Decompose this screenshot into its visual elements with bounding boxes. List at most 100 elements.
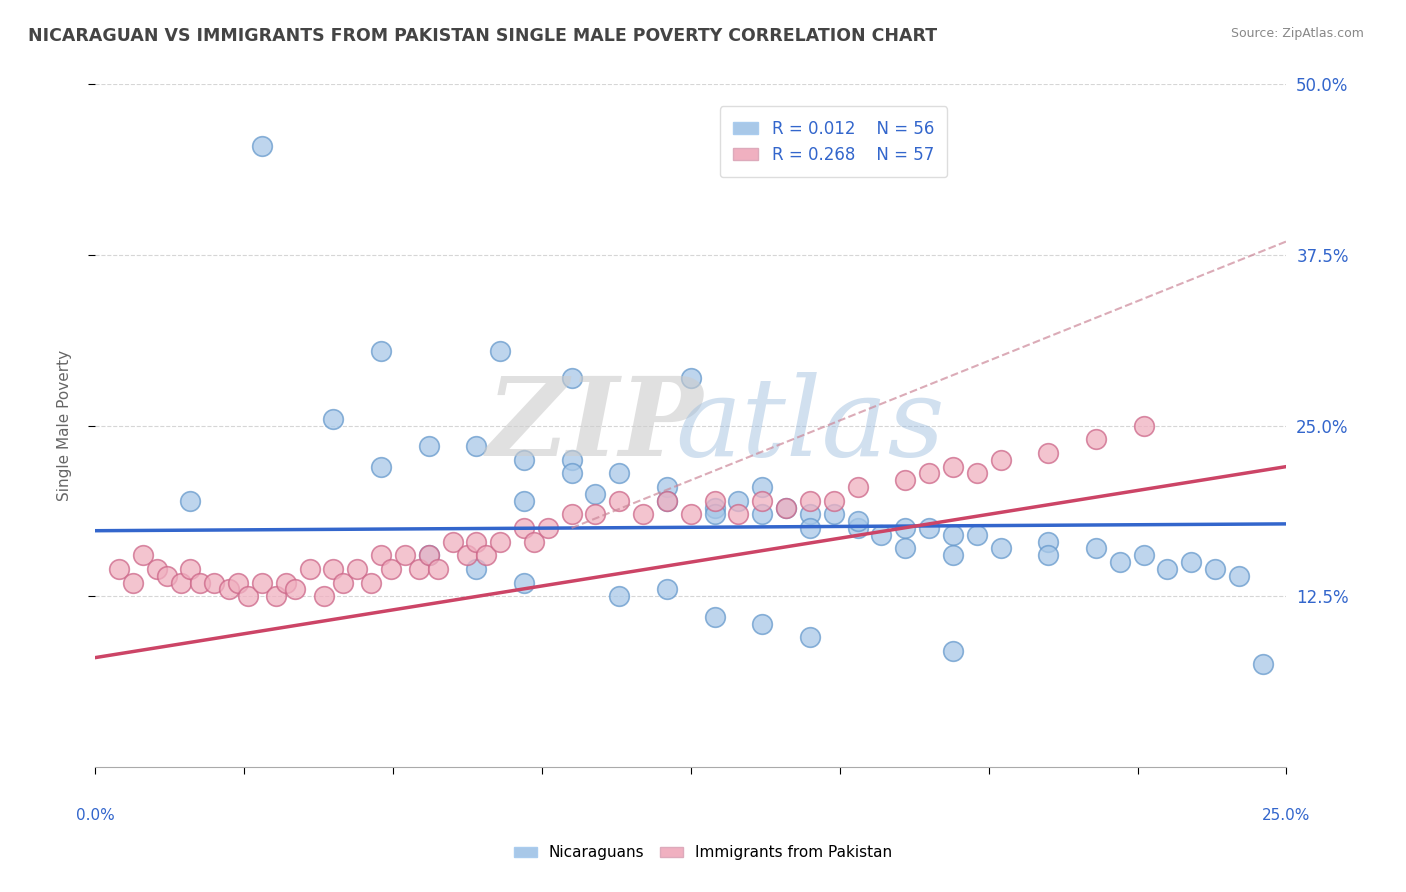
Point xyxy=(179,493,201,508)
Point xyxy=(561,371,583,385)
Point xyxy=(655,582,678,597)
Point xyxy=(918,521,941,535)
Point xyxy=(894,473,917,487)
Point xyxy=(942,528,965,542)
Legend: R = 0.012    N = 56, R = 0.268    N = 57: R = 0.012 N = 56, R = 0.268 N = 57 xyxy=(720,106,948,178)
Point xyxy=(427,562,450,576)
Point xyxy=(513,575,536,590)
Point xyxy=(607,467,630,481)
Point xyxy=(202,575,225,590)
Point xyxy=(370,459,392,474)
Point xyxy=(631,508,654,522)
Point xyxy=(846,521,869,535)
Point xyxy=(465,562,488,576)
Point xyxy=(751,493,773,508)
Point xyxy=(727,508,749,522)
Point xyxy=(456,549,478,563)
Point xyxy=(1204,562,1226,576)
Point xyxy=(1084,541,1107,556)
Point xyxy=(799,508,821,522)
Point xyxy=(1180,555,1202,569)
Point xyxy=(942,644,965,658)
Point xyxy=(703,493,725,508)
Point xyxy=(942,549,965,563)
Point xyxy=(894,521,917,535)
Point xyxy=(1132,418,1154,433)
Point xyxy=(1132,549,1154,563)
Point xyxy=(332,575,354,590)
Point xyxy=(489,534,512,549)
Point xyxy=(561,508,583,522)
Point xyxy=(170,575,193,590)
Point xyxy=(284,582,307,597)
Text: Source: ZipAtlas.com: Source: ZipAtlas.com xyxy=(1230,27,1364,40)
Point xyxy=(655,493,678,508)
Point xyxy=(522,534,544,549)
Point xyxy=(703,508,725,522)
Point xyxy=(655,480,678,494)
Point xyxy=(751,508,773,522)
Point xyxy=(418,549,440,563)
Point xyxy=(360,575,382,590)
Point xyxy=(108,562,131,576)
Point xyxy=(703,500,725,515)
Point xyxy=(990,452,1012,467)
Point xyxy=(751,480,773,494)
Point xyxy=(380,562,402,576)
Point xyxy=(846,480,869,494)
Point xyxy=(218,582,240,597)
Point xyxy=(966,528,988,542)
Point xyxy=(188,575,211,590)
Point xyxy=(990,541,1012,556)
Text: ZIP: ZIP xyxy=(486,372,704,479)
Point xyxy=(250,575,273,590)
Point xyxy=(312,589,335,603)
Point xyxy=(264,589,287,603)
Point xyxy=(1227,568,1250,582)
Point xyxy=(122,575,145,590)
Point xyxy=(1108,555,1130,569)
Point xyxy=(537,521,560,535)
Point xyxy=(585,487,607,501)
Text: atlas: atlas xyxy=(675,372,945,479)
Point xyxy=(751,616,773,631)
Point xyxy=(799,493,821,508)
Point xyxy=(513,493,536,508)
Point xyxy=(655,493,678,508)
Point xyxy=(607,589,630,603)
Point xyxy=(679,371,702,385)
Point xyxy=(132,549,155,563)
Point xyxy=(370,549,392,563)
Point xyxy=(585,508,607,522)
Point xyxy=(322,562,344,576)
Point xyxy=(179,562,201,576)
Point xyxy=(823,493,845,508)
Point xyxy=(236,589,259,603)
Point xyxy=(465,439,488,453)
Point xyxy=(513,452,536,467)
Point xyxy=(322,412,344,426)
Point xyxy=(561,452,583,467)
Point xyxy=(418,549,440,563)
Point xyxy=(1084,432,1107,446)
Point xyxy=(1251,657,1274,672)
Legend: Nicaraguans, Immigrants from Pakistan: Nicaraguans, Immigrants from Pakistan xyxy=(508,839,898,866)
Point xyxy=(465,534,488,549)
Point xyxy=(966,467,988,481)
Point xyxy=(1038,446,1060,460)
Point xyxy=(226,575,249,590)
Point xyxy=(1038,549,1060,563)
Point xyxy=(418,439,440,453)
Text: NICARAGUAN VS IMMIGRANTS FROM PAKISTAN SINGLE MALE POVERTY CORRELATION CHART: NICARAGUAN VS IMMIGRANTS FROM PAKISTAN S… xyxy=(28,27,938,45)
Point xyxy=(894,541,917,556)
Point xyxy=(799,521,821,535)
Point xyxy=(607,493,630,508)
Point xyxy=(918,467,941,481)
Point xyxy=(1038,534,1060,549)
Text: 0.0%: 0.0% xyxy=(76,808,114,823)
Point xyxy=(799,630,821,644)
Point xyxy=(942,459,965,474)
Text: 25.0%: 25.0% xyxy=(1263,808,1310,823)
Point xyxy=(775,500,797,515)
Point xyxy=(1156,562,1178,576)
